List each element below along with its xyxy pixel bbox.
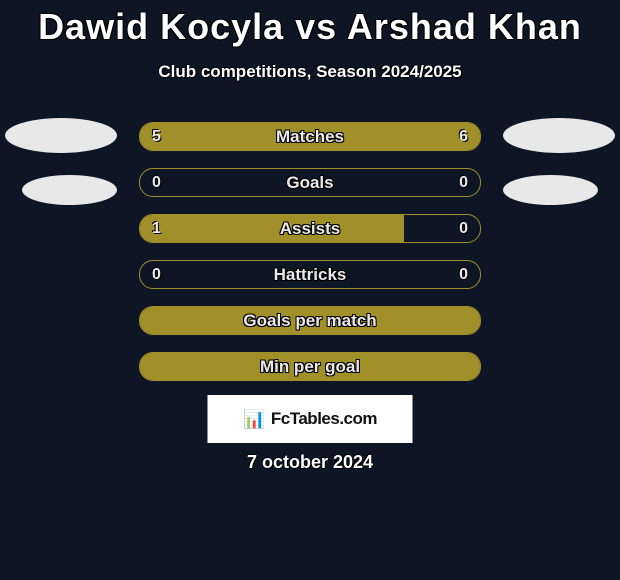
- date-text: 7 october 2024: [0, 452, 620, 473]
- bar-value-right: 0: [459, 261, 468, 288]
- fctables-logo: 📊 FcTables.com: [208, 395, 413, 443]
- stat-bar-row: Min per goal: [139, 352, 481, 381]
- bar-value-right: 6: [459, 123, 468, 150]
- bar-label: Goals: [140, 169, 480, 196]
- player-right-name: Arshad Khan: [347, 6, 582, 47]
- chart-icon: 📊: [243, 409, 265, 430]
- avatar-left-icon: [5, 118, 117, 153]
- subtitle: Club competitions, Season 2024/2025: [0, 62, 620, 82]
- bar-label: Hattricks: [140, 261, 480, 288]
- bar-value-right: 0: [459, 215, 468, 242]
- stat-bar-row: Assists1 0: [139, 214, 481, 243]
- avatar-right-icon: [503, 118, 615, 153]
- title: Dawid Kocyla vs Arshad Khan: [0, 0, 620, 48]
- bar-label: Assists: [140, 215, 480, 242]
- avatar-left-2-icon: [22, 175, 117, 205]
- bar-value-left: 1: [152, 215, 161, 242]
- bar-label: Goals per match: [140, 307, 480, 334]
- bar-value-left: 0: [152, 261, 161, 288]
- bar-value-left: 5: [152, 123, 161, 150]
- stat-bar-row: Goals0 0: [139, 168, 481, 197]
- vs-text: vs: [295, 6, 337, 47]
- player-left-name: Dawid Kocyla: [38, 6, 284, 47]
- bar-value-left: 0: [152, 169, 161, 196]
- logo-text: FcTables.com: [271, 409, 377, 429]
- stat-bars: Matches56Goals00Assists10Hattricks00Goal…: [139, 122, 481, 398]
- bar-label: Min per goal: [140, 353, 480, 380]
- stat-bar-row: Matches5 6: [139, 122, 481, 151]
- avatar-right-2-icon: [503, 175, 598, 205]
- bar-label: Matches: [140, 123, 480, 150]
- bar-value-right: 0: [459, 169, 468, 196]
- comparison-card: Dawid Kocyla vs Arshad Khan Club competi…: [0, 0, 620, 580]
- stat-bar-row: Goals per match: [139, 306, 481, 335]
- stat-bar-row: Hattricks0 0: [139, 260, 481, 289]
